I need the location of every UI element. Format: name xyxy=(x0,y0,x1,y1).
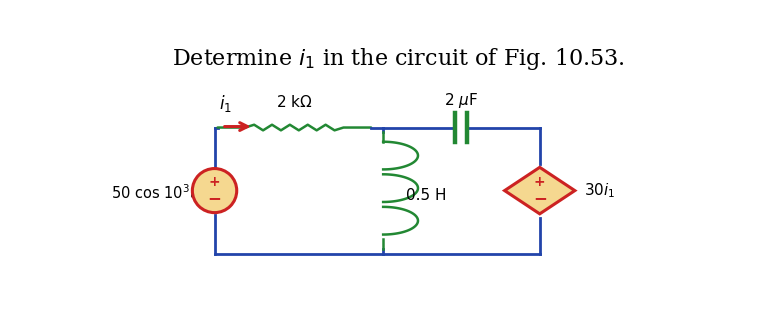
Text: −: − xyxy=(533,189,547,207)
Text: $i_1$: $i_1$ xyxy=(219,93,232,114)
Text: 50 cos 10$^3$$t$ V: 50 cos 10$^3$$t$ V xyxy=(111,184,211,202)
Text: +: + xyxy=(534,176,545,190)
Polygon shape xyxy=(504,167,575,214)
Text: 30$i_1$: 30$i_1$ xyxy=(584,181,615,200)
Text: +: + xyxy=(209,175,221,189)
Text: 0.5 H: 0.5 H xyxy=(406,188,447,203)
Text: Determine $i_1$ in the circuit of Fig. 10.53.: Determine $i_1$ in the circuit of Fig. 1… xyxy=(172,45,625,72)
Text: 2 $\mu$F: 2 $\mu$F xyxy=(444,91,479,110)
Text: −: − xyxy=(207,189,221,207)
Text: 2 k$\Omega$: 2 k$\Omega$ xyxy=(276,94,312,110)
Ellipse shape xyxy=(193,169,237,213)
